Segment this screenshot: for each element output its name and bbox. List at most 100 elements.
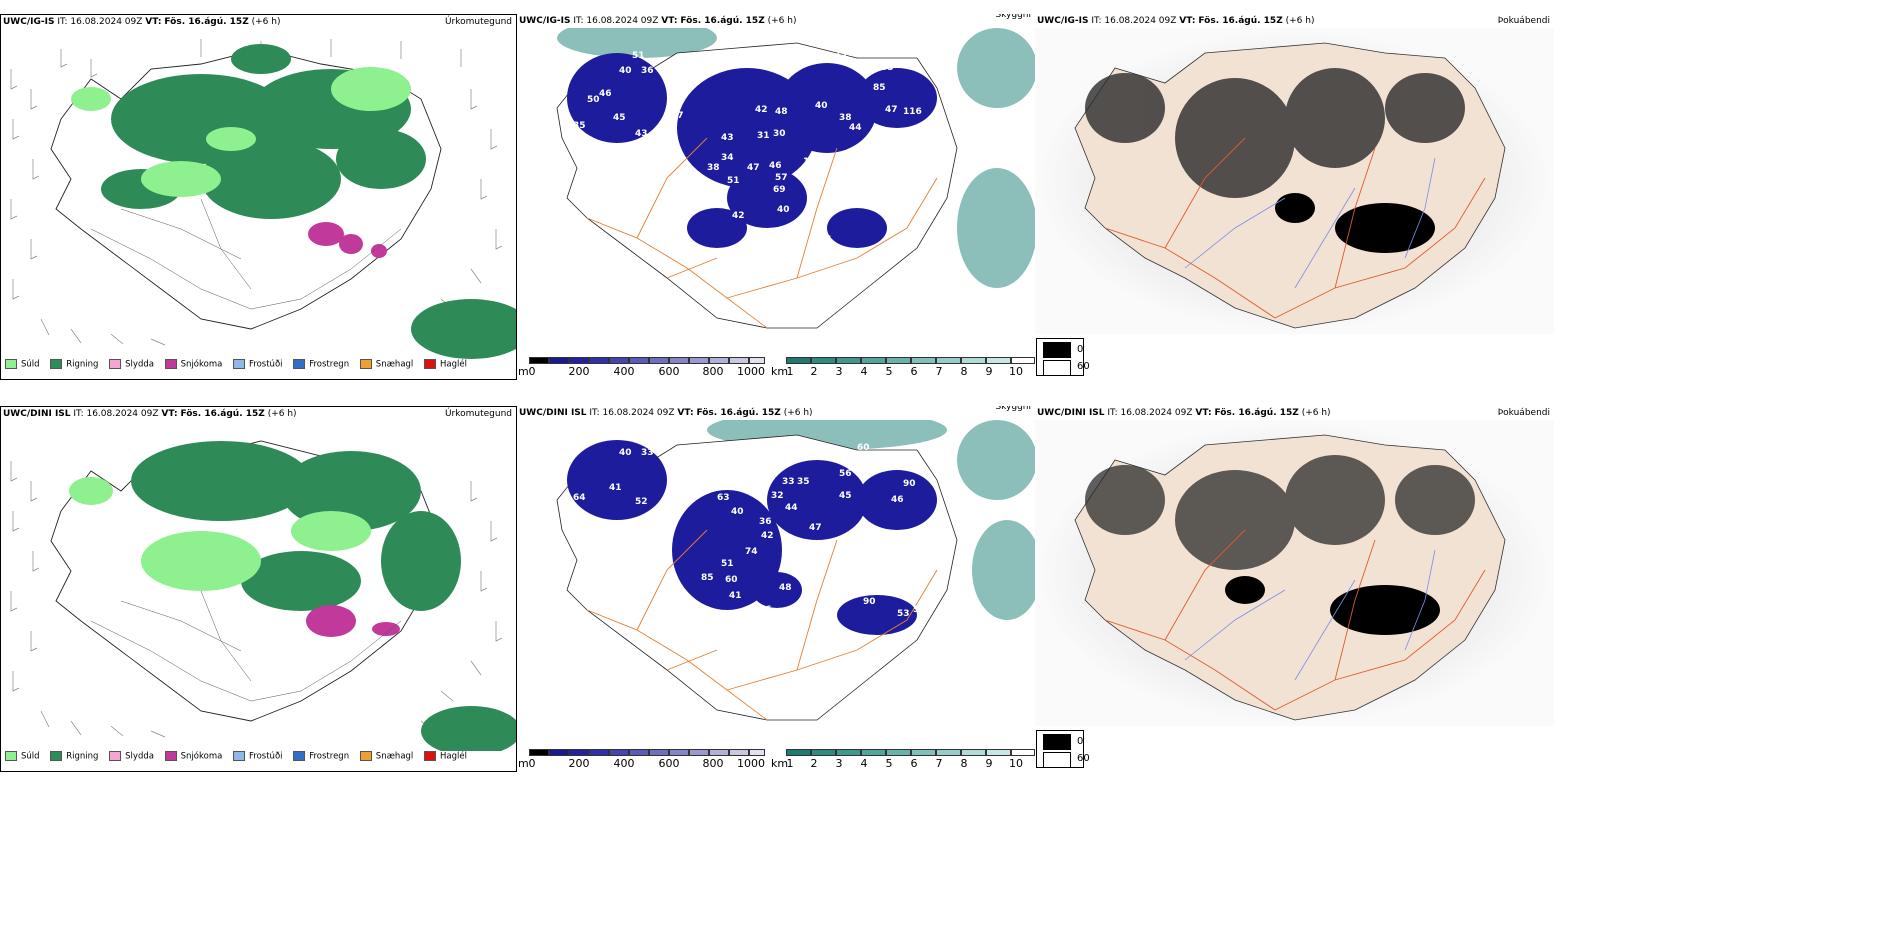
colorbar-cell — [669, 357, 689, 364]
vt-value: Fös. 16.ágú. 15Z — [1214, 408, 1299, 418]
colorbar-tick: 400 — [613, 757, 635, 770]
cloudbase-colorbar-1: m 0 200 400 600 800 1000 — [517, 357, 767, 379]
fog-key-label: 60 — [1077, 361, 1090, 372]
legend-item: Haglél — [423, 359, 467, 370]
cloud-label: 44 — [849, 123, 862, 133]
legend-swatch — [50, 359, 63, 369]
legend-item: Snæhagl — [359, 751, 413, 762]
legend-item: Súld — [5, 359, 40, 370]
legend-label: Frostúði — [249, 751, 283, 762]
fog-key-swatch — [1043, 342, 1071, 358]
colorbar-cell — [529, 357, 549, 364]
roads — [1104, 137, 1486, 319]
colorbar-cell — [1011, 749, 1035, 756]
cloud-label: 34 — [721, 153, 734, 163]
colorbar-cell — [811, 749, 836, 756]
fog-map — [1035, 28, 1554, 334]
cloud-label: 50 — [632, 433, 645, 443]
vt-label: VT: — [1195, 408, 1212, 418]
legend-label: Frostregn — [309, 751, 350, 762]
vt-label: VT: — [145, 17, 162, 27]
colorbar-cell — [786, 357, 811, 364]
panel-title: Skyggni — [995, 14, 1031, 20]
cloud-label: 51 — [727, 176, 740, 186]
it-label: IT: — [73, 409, 84, 419]
colorbar-tick: 2 — [810, 757, 818, 770]
colorbar-cell — [861, 357, 886, 364]
colorbar-cell — [749, 357, 765, 364]
visibility-map: 50 40 33 46 41 52 64 60 33 35 56 90 45 4… — [556, 420, 1035, 721]
colorbar-tick: 10 — [1009, 757, 1023, 770]
visibility-panel-1: UWC/IG-IS IT: 16.08.2024 09Z VT: Fös. 16… — [517, 14, 1035, 380]
cloud-label: 85 — [873, 83, 886, 93]
colorbar-cell — [886, 749, 911, 756]
cloud-label: 42 — [732, 211, 745, 221]
cloud-label: 51 — [632, 51, 645, 61]
legend-swatch — [293, 359, 306, 369]
lead-time: (+6 h) — [1301, 408, 1331, 418]
legend-item: Snæhagl — [359, 359, 413, 370]
legend-swatch — [164, 359, 177, 369]
fog-key-label: 0 — [1077, 344, 1084, 355]
cloud-label: 38 — [707, 163, 720, 173]
panel-header: UWC/IG-IS IT: 16.08.2024 09Z VT: Fös. 16… — [517, 14, 1035, 28]
fog-key-label: 0 — [1077, 736, 1084, 747]
cloudbase-colorbar-2: m 0 200 400 600 800 1000 — [517, 749, 767, 771]
colorbar-tick: 2 — [810, 365, 818, 378]
vt-value: Fös. 16.ágú. 15Z — [180, 409, 265, 419]
cloud-label: 41 — [609, 483, 622, 493]
legend-swatch — [5, 359, 17, 369]
legend-label: Frostregn — [309, 359, 350, 370]
colorbar-cell — [911, 357, 936, 364]
cloud-label: 33 — [881, 63, 894, 73]
legend-item: Frostregn — [293, 751, 349, 762]
it-label: IT: — [573, 16, 584, 26]
colorbar-cell — [609, 357, 629, 364]
colorbar-tick: 3 — [835, 365, 843, 378]
roads — [1104, 529, 1486, 711]
vt-value: Fös. 16.ágú. 15Z — [680, 16, 765, 26]
panel-header: UWC/DINI ISL IT: 16.08.2024 09Z VT: Fös.… — [1, 407, 516, 421]
vt-value: Fös. 16.ágú. 15Z — [1198, 16, 1283, 26]
precip-panel-1: UWC/IG-IS IT: 16.08.2024 09Z VT: Fös. 16… — [0, 14, 517, 380]
panel-title: Úrkomutegund — [444, 409, 512, 419]
roads — [90, 590, 402, 702]
legend-label: Súld — [21, 359, 40, 370]
cloud-label: 42 — [755, 105, 768, 115]
cloud-label: 36 — [641, 66, 654, 76]
cloud-label: 102 — [803, 157, 822, 167]
colorbar-tick: 400 — [613, 365, 635, 378]
colorbar-tick: 0 — [528, 757, 536, 770]
colorbar-cell — [911, 749, 936, 756]
lead-time: (+6 h) — [783, 408, 813, 418]
colorbar-cell — [986, 357, 1011, 364]
cloud-label: 46 — [769, 161, 782, 171]
sea-fog — [557, 28, 1035, 288]
vt-label: VT: — [1179, 16, 1196, 26]
cloud-label: 46 — [599, 89, 612, 99]
legend-swatch — [423, 359, 436, 369]
legend-swatch — [164, 751, 177, 761]
colorbar-tick: 200 — [568, 757, 590, 770]
cloud-label: 51 — [721, 559, 734, 569]
colorbar-cell — [549, 749, 569, 756]
snow-areas — [306, 605, 400, 637]
legend-item: Súld — [5, 751, 40, 762]
panel-header: UWC/IG-IS IT: 16.08.2024 09Z VT: Fös. 16… — [1, 15, 516, 29]
visibility-map: 51 40 36 47 50 46 45 43 35 296 33 85 47 … — [556, 28, 1035, 329]
cloud-label: 63 — [717, 493, 730, 503]
precip-map — [10, 440, 516, 751]
roads — [586, 529, 938, 721]
colorbar-tick: 9 — [985, 365, 993, 378]
cloud-label: 40 — [619, 448, 632, 458]
cloud-label: 50 — [587, 95, 600, 105]
fog-key-swatch — [1043, 752, 1071, 768]
cloud-label: 49 — [757, 231, 770, 241]
legend-label: Haglél — [439, 359, 467, 370]
legend-label: Rigning — [66, 751, 99, 762]
vt-label: VT: — [677, 408, 694, 418]
colorbar-cell — [609, 749, 629, 756]
legend-label: Súld — [21, 751, 40, 762]
colorbar-cell — [569, 357, 589, 364]
cloud-label: 30 — [773, 129, 786, 139]
